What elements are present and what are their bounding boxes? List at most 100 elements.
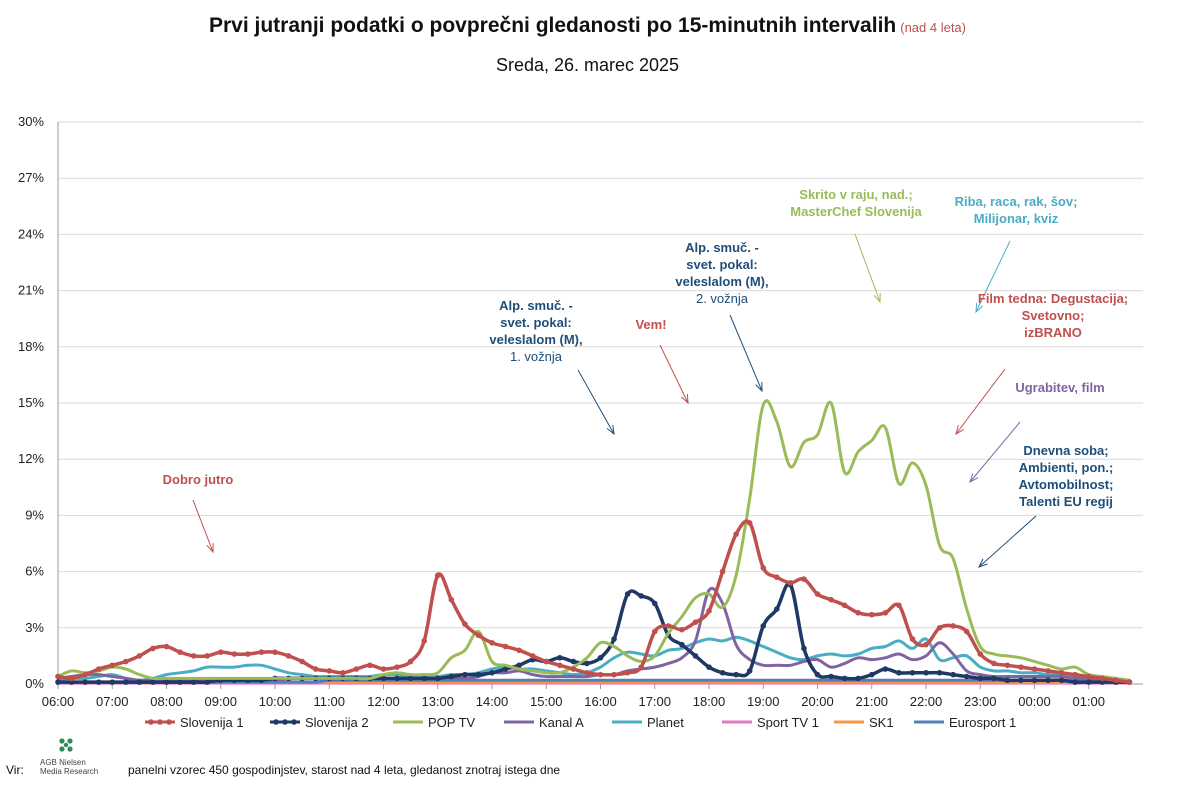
annotation-text: Dnevna soba;: [1023, 443, 1108, 458]
data-point-slovenija-2: [746, 668, 753, 674]
data-point-slovenija-2: [584, 660, 590, 667]
data-point-slovenija-2: [896, 669, 902, 676]
y-tick-label: 27%: [18, 170, 44, 185]
data-point-slovenija-2: [624, 591, 631, 597]
legend-label: Kanal A: [539, 715, 584, 730]
data-point-slovenija-2: [421, 675, 427, 682]
data-point-slovenija-1: [746, 520, 753, 526]
x-tick-label: 11:00: [313, 694, 345, 709]
annotation-arrowhead-icon: [969, 473, 979, 484]
data-point-slovenija-1: [611, 671, 617, 678]
annotation-text: Avtomobilnost;: [1019, 477, 1114, 492]
data-point-slovenija-1: [624, 669, 631, 676]
data-point-slovenija-2: [774, 606, 780, 612]
data-point-slovenija-1: [651, 628, 658, 635]
legend-label: Slovenija 1: [180, 715, 244, 730]
data-point-slovenija-1: [312, 666, 319, 672]
data-point-slovenija-2: [936, 669, 943, 676]
data-point-slovenija-2: [570, 658, 577, 665]
data-point-slovenija-2: [801, 645, 807, 652]
data-point-slovenija-1: [896, 602, 902, 609]
y-tick-label: 24%: [18, 226, 44, 241]
series-line-planet: [56, 635, 1131, 684]
data-point-slovenija-1: [367, 662, 373, 669]
annotation-arrow: [955, 368, 1006, 435]
data-point-slovenija-1: [1018, 664, 1024, 670]
data-point-slovenija-1: [1126, 679, 1133, 685]
annotation-text: 2. vožnja: [696, 291, 749, 306]
agb-nielsen-logo-icon: [59, 738, 73, 752]
data-point-slovenija-2: [204, 679, 210, 685]
data-point-slovenija-1: [787, 580, 794, 586]
data-point-slovenija-1: [340, 669, 346, 676]
x-tick-label: 07:00: [96, 694, 129, 709]
annotation-text: svet. pokal:: [500, 315, 572, 330]
data-point-slovenija-2: [190, 679, 197, 685]
data-point-slovenija-2: [1004, 677, 1011, 684]
data-point-slovenija-2: [177, 679, 183, 685]
data-point-slovenija-1: [177, 649, 183, 655]
annotation: Skrito v raju, nad.; MasterChef Slovenija: [790, 187, 923, 304]
annotation-text: Talenti EU regij: [1019, 494, 1113, 509]
data-point-slovenija-2: [692, 653, 699, 659]
annotation-arrowhead-icon: [955, 425, 964, 436]
data-point-slovenija-2: [82, 679, 88, 685]
annotation-arrowhead-icon: [977, 558, 988, 568]
annotation: Film tedna: Degustacija; Svetovno; izBRANO: [955, 291, 1128, 436]
annotation-arrow: [969, 421, 1021, 483]
annotations-group: Dobro jutro Alp. smuč. - svet. pokal: veles…: [163, 187, 1128, 568]
legend-marker: [166, 719, 172, 725]
data-point-slovenija-1: [923, 641, 929, 648]
data-point-slovenija-1: [679, 626, 685, 633]
data-point-slovenija-1: [814, 591, 821, 597]
data-point-slovenija-2: [475, 671, 482, 678]
data-point-slovenija-1: [801, 576, 807, 582]
annotation-arrow: [577, 369, 615, 435]
annotation: Dobro jutro: [163, 472, 233, 554]
annotation: Dnevna soba; Ambienti, pon.; Avtomobilnost…: [977, 443, 1114, 568]
data-point-slovenija-1: [1004, 662, 1011, 669]
data-point-slovenija-2: [1018, 677, 1024, 684]
annotation-text: Film tedna: Degustacija;: [978, 291, 1128, 306]
legend-label: SK1: [869, 715, 894, 730]
data-point-slovenija-1: [760, 565, 767, 571]
data-point-slovenija-2: [679, 641, 685, 648]
data-point-slovenija-2: [163, 679, 170, 685]
data-point-slovenija-2: [109, 679, 116, 685]
data-point-slovenija-2: [868, 671, 875, 678]
data-point-slovenija-2: [855, 675, 861, 682]
data-point-slovenija-2: [828, 673, 834, 680]
y-tick-label: 30%: [18, 114, 44, 129]
data-point-slovenija-1: [1058, 669, 1065, 676]
data-point-slovenija-2: [516, 662, 522, 669]
data-point-slovenija-1: [299, 658, 305, 665]
x-tick-label: 13:00: [421, 694, 454, 709]
annotation-text: Skrito v raju, nad.;: [799, 187, 912, 202]
data-point-slovenija-1: [421, 638, 427, 644]
data-point-slovenija-1: [1113, 677, 1119, 684]
data-point-slovenija-1: [434, 572, 441, 579]
data-point-slovenija-1: [285, 653, 292, 659]
data-point-slovenija-2: [977, 675, 984, 682]
legend-marker: [291, 719, 297, 725]
x-tick-label: 09:00: [204, 694, 237, 709]
annotation-text: Riba, raca, rak, šov;: [955, 194, 1078, 209]
legend-marker: [157, 719, 163, 725]
data-point-slovenija-2: [963, 673, 970, 680]
annotation-arrow: [854, 233, 881, 303]
line-chart: 0% 3% 6% 9% 12% 15% 18% 21% 24% 27% 30% 06:00 07:00…: [18, 114, 1143, 730]
data-point-slovenija-2: [909, 669, 916, 676]
legend-label: Slovenija 2: [305, 715, 369, 730]
data-point-slovenija-2: [1072, 679, 1078, 685]
annotation-arrow: [659, 344, 689, 404]
legend-label: POP TV: [428, 715, 476, 730]
data-point-slovenija-1: [950, 623, 956, 629]
data-point-slovenija-2: [923, 669, 929, 676]
data-point-slovenija-1: [258, 649, 265, 655]
data-point-slovenija-1: [502, 643, 509, 650]
data-point-slovenija-1: [190, 653, 197, 659]
data-point-slovenija-2: [733, 671, 739, 678]
data-point-slovenija-1: [217, 649, 224, 655]
annotation-text: izBRANO: [1024, 325, 1082, 340]
data-point-slovenija-1: [557, 662, 563, 669]
